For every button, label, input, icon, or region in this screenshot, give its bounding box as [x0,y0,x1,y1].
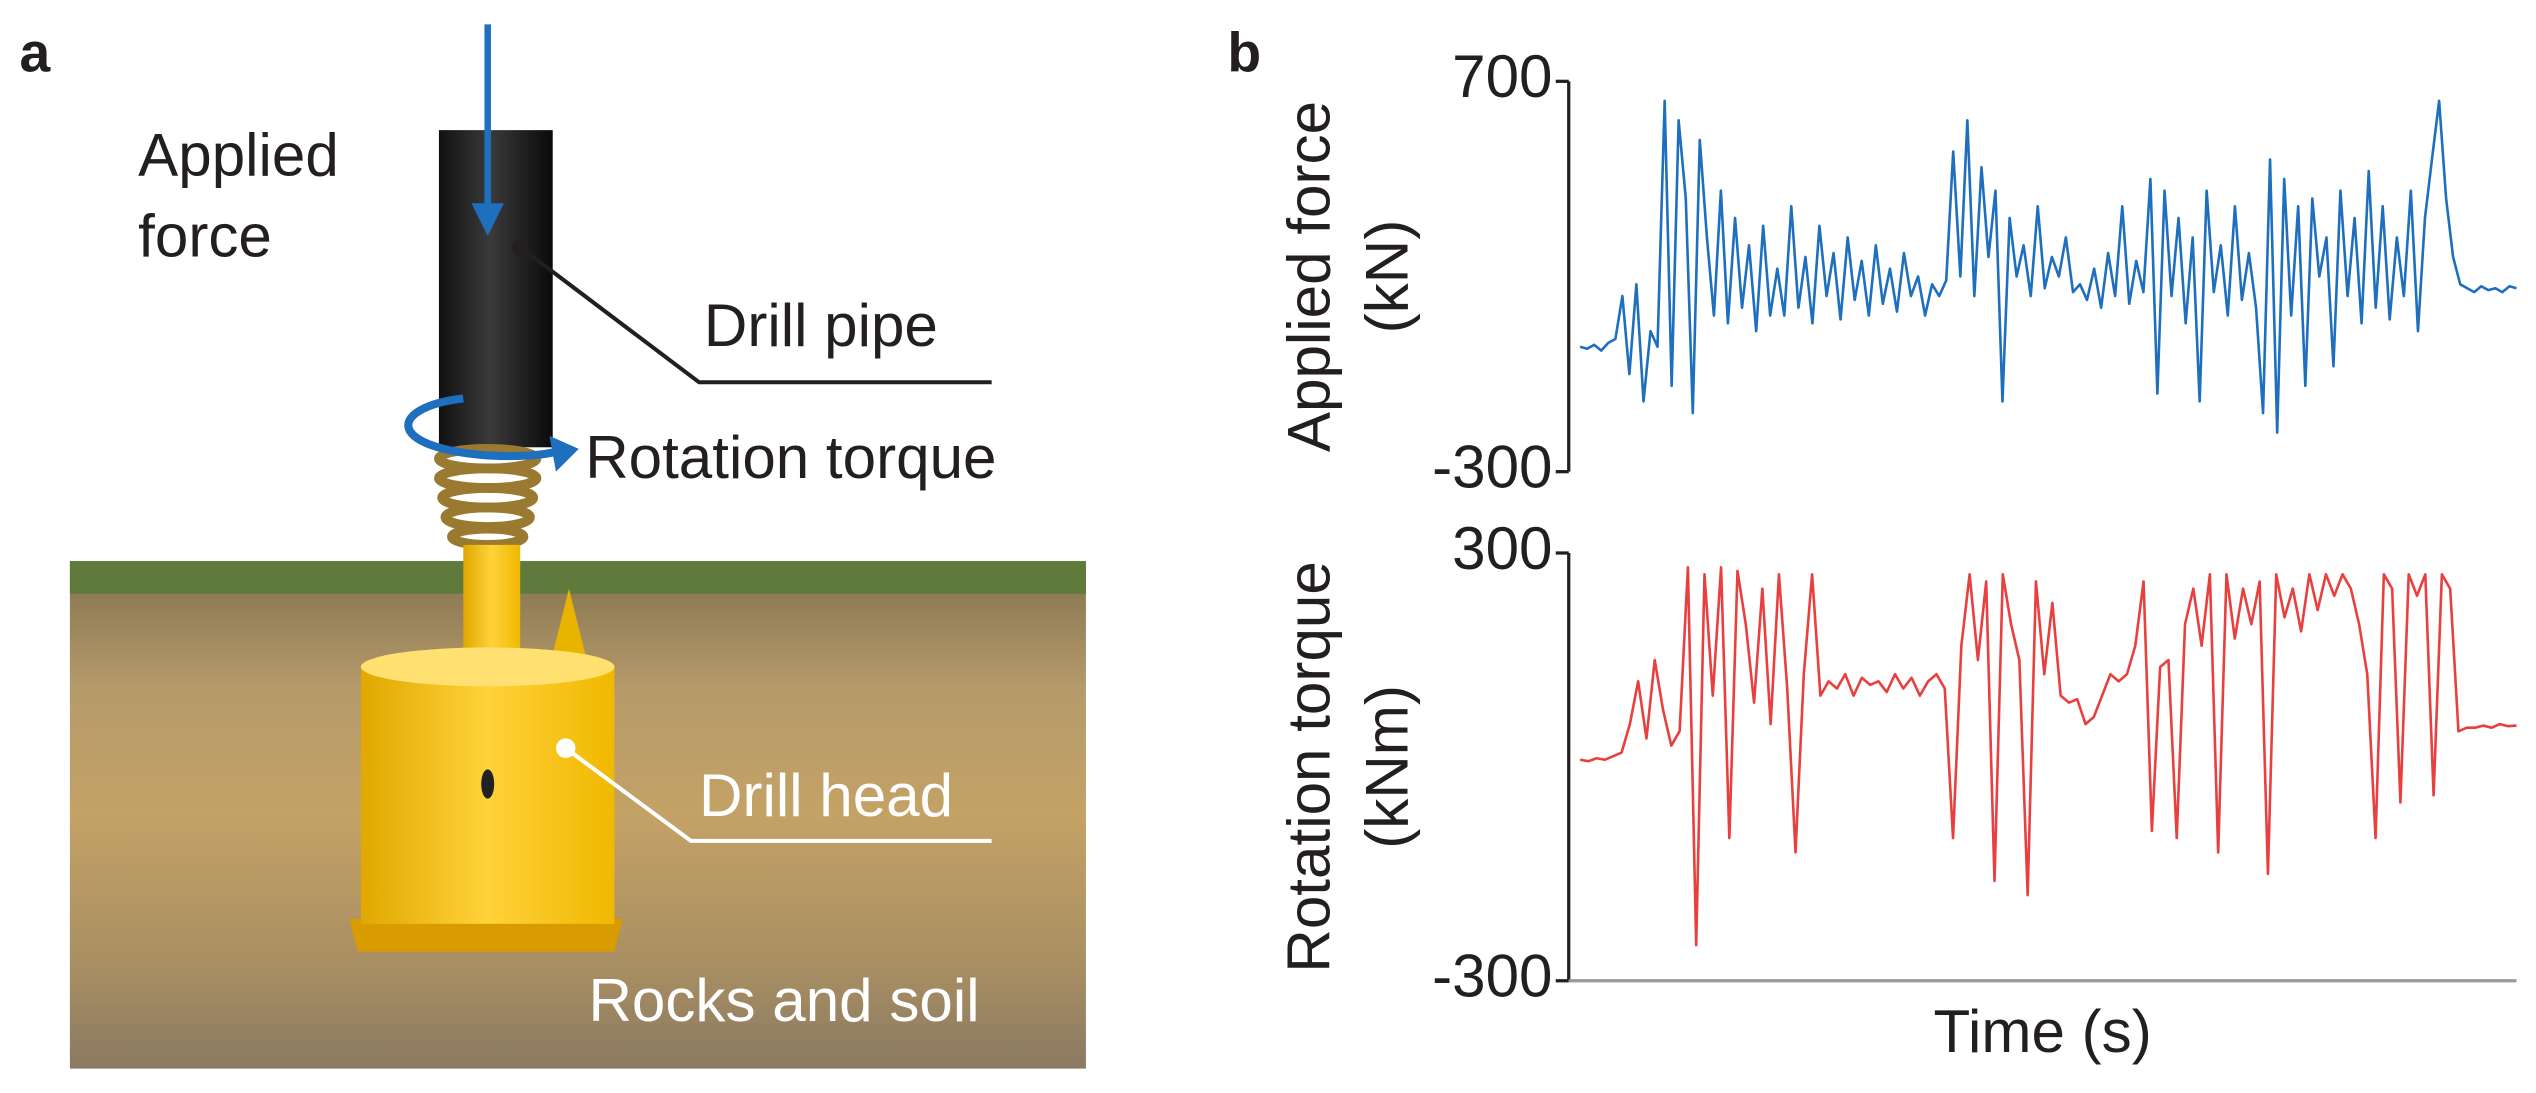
y-axis-label: (kN) [1353,220,1420,334]
y-axis-label: Applied force [1275,101,1342,452]
annotation: Applied [138,121,339,188]
annotation: Drill pipe [704,292,938,359]
cutter [349,918,623,952]
data-line [1579,566,2517,947]
panel-label: b [1227,22,1261,84]
y-axis-label: Rotation torque [1275,561,1342,972]
y-tick-label: -300 [1432,434,1552,501]
y-tick-label: 300 [1452,515,1552,582]
drill-illustration [69,24,1086,1069]
drill-head-top [360,647,615,687]
head-leader [564,746,992,843]
grass [69,561,1086,594]
annotation: Rocks and soil [588,967,979,1034]
spring [434,444,542,550]
torque-arrow [404,394,563,461]
data-line [1579,99,2517,434]
drill-pipe [438,130,553,448]
panel-label: a [20,22,52,84]
torque-arrowhead [549,435,579,472]
hole [481,769,495,799]
x-axis-label: Time (s) [1933,998,2151,1065]
annotation: force [138,203,272,270]
force-arrowhead [471,203,504,236]
pipe-leader [518,245,992,385]
annotation: Rotation torque [585,424,996,491]
y-axis-label: (kNm) [1353,685,1420,849]
annotation: Drill head [699,762,953,829]
y-tick-label: 700 [1452,43,1552,110]
y-tick-label: -300 [1432,943,1552,1010]
cone [549,588,589,667]
